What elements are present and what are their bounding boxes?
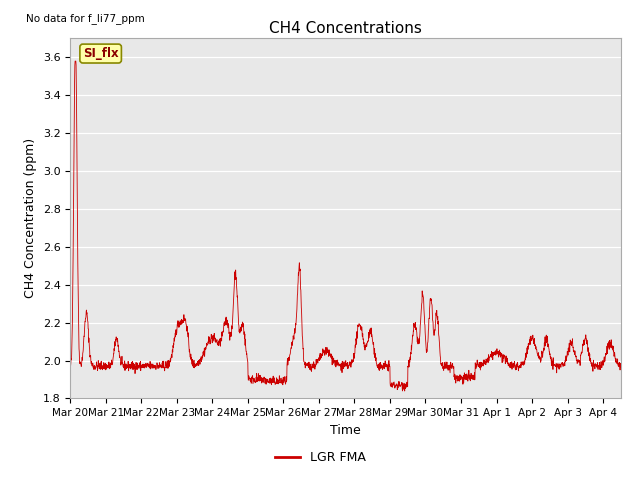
Y-axis label: CH4 Concentration (ppm): CH4 Concentration (ppm)	[24, 138, 37, 299]
X-axis label: Time: Time	[330, 424, 361, 437]
Text: No data for f_li77_ppm: No data for f_li77_ppm	[26, 13, 145, 24]
Text: SI_flx: SI_flx	[83, 47, 118, 60]
Title: CH4 Concentrations: CH4 Concentrations	[269, 21, 422, 36]
Legend: LGR FMA: LGR FMA	[269, 446, 371, 469]
